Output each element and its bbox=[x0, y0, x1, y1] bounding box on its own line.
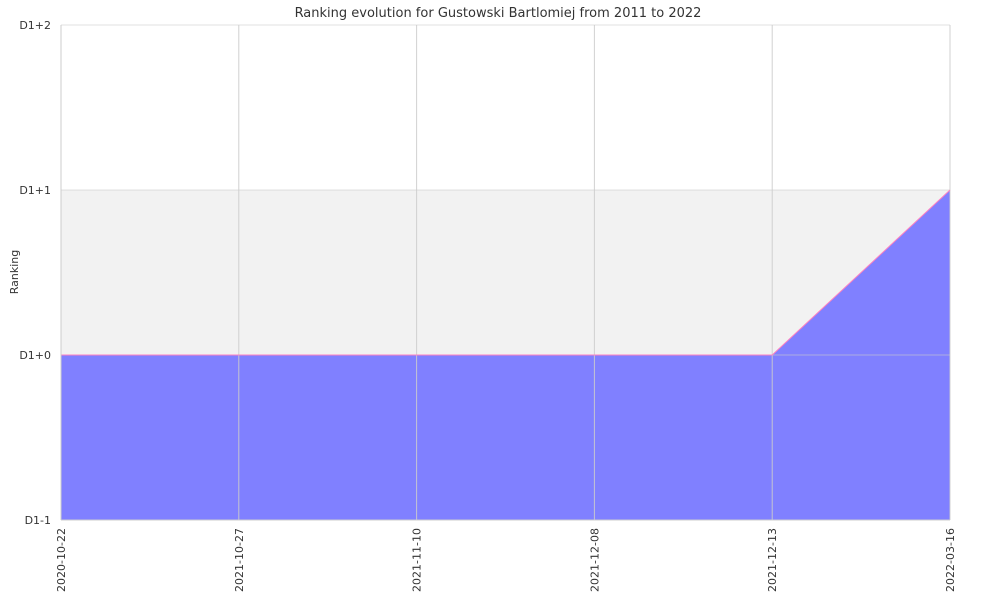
x-tick-label: 2021-12-13 bbox=[766, 528, 779, 592]
y-tick-label: D1-1 bbox=[25, 514, 51, 527]
x-tick-label: 2021-10-27 bbox=[233, 528, 246, 592]
x-tick-label: 2021-11-10 bbox=[411, 528, 424, 592]
y-tick-label: D1+1 bbox=[19, 184, 51, 197]
x-tick-label: 2022-03-16 bbox=[944, 528, 957, 592]
x-tick-label: 2021-12-08 bbox=[588, 528, 601, 592]
x-tick-label: 2020-10-22 bbox=[55, 528, 68, 592]
y-axis-title: Ranking bbox=[8, 250, 21, 295]
y-tick-label: D1+2 bbox=[19, 19, 51, 32]
y-tick-label: D1+0 bbox=[19, 349, 51, 362]
chart-title: Ranking evolution for Gustowski Bartlomi… bbox=[295, 6, 702, 21]
